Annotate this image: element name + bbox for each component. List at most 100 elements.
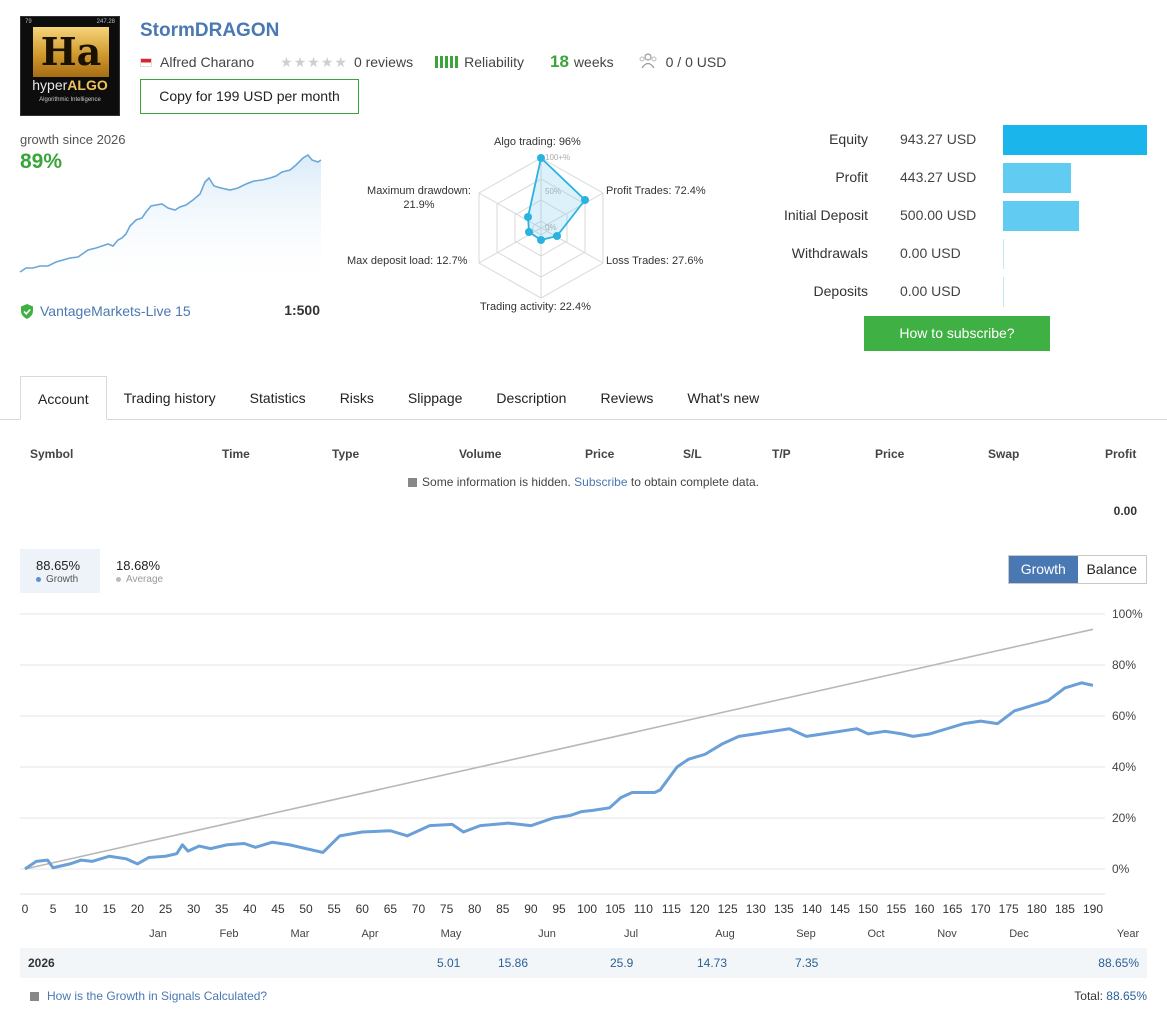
x-tick-label: 15 bbox=[103, 902, 117, 916]
legend-average-label: Average bbox=[126, 574, 164, 585]
tab-account[interactable]: Account bbox=[20, 376, 107, 420]
legend-average[interactable]: 18.68% Average bbox=[100, 549, 190, 593]
x-tick-label: 165 bbox=[942, 902, 962, 916]
tab-statistics[interactable]: Statistics bbox=[249, 390, 306, 406]
how-to-subscribe-button[interactable]: How to subscribe? bbox=[864, 316, 1050, 351]
col-header-volume[interactable]: Volume bbox=[459, 447, 502, 461]
radar-label-algo: Algo trading: 96% bbox=[494, 136, 581, 148]
month-label: Mar bbox=[291, 928, 310, 940]
col-header-time[interactable]: Time bbox=[222, 447, 250, 461]
col-header-profit[interactable]: Profit bbox=[1105, 447, 1137, 461]
signal-title[interactable]: StormDRAGON bbox=[140, 20, 280, 41]
stat-row-equity: Equity 943.27 USD bbox=[760, 125, 1160, 155]
year-value-may: 5.01 bbox=[437, 956, 461, 970]
average-trend-line bbox=[24, 628, 1094, 870]
tab-trading-history[interactable]: Trading history bbox=[123, 390, 216, 406]
y-tick-label: 40% bbox=[1112, 760, 1136, 774]
rating-stars-icon: ★★★★★ bbox=[280, 53, 348, 70]
balance-toggle-button[interactable]: Balance bbox=[1077, 556, 1146, 583]
stat-bar bbox=[1003, 277, 1004, 307]
stat-bar bbox=[1003, 163, 1071, 193]
tab-risks[interactable]: Risks bbox=[339, 390, 374, 406]
radar-point-profit bbox=[581, 196, 589, 204]
year-value-jul: 25.9 bbox=[610, 956, 634, 970]
broker-label[interactable]: VantageMarkets-Live 15 bbox=[40, 303, 191, 319]
col-header-price-close[interactable]: Price bbox=[875, 447, 905, 461]
weeks-count: 18 bbox=[550, 52, 569, 71]
year-value-jun: 15.86 bbox=[498, 956, 529, 970]
subscribers-icon bbox=[638, 52, 658, 72]
month-label: Dec bbox=[1009, 928, 1029, 940]
month-label: Year bbox=[1117, 928, 1140, 940]
help-icon bbox=[30, 991, 39, 1001]
mini-growth-line bbox=[19, 153, 322, 273]
growth-calculation-link[interactable]: How is the Growth in Signals Calculated? bbox=[30, 989, 267, 1003]
radar-scale-outer: 100+% bbox=[545, 153, 570, 162]
tab-slippage[interactable]: Slippage bbox=[407, 390, 463, 406]
stat-row-initial-deposit: Initial Deposit 500.00 USD bbox=[760, 201, 1160, 231]
month-label: Sep bbox=[796, 928, 816, 940]
stat-label: Profit bbox=[835, 169, 868, 185]
stat-label: Equity bbox=[829, 131, 868, 147]
growth-since-value: 89% bbox=[20, 150, 63, 173]
x-tick-label: 130 bbox=[746, 902, 766, 916]
legend-growth-label: Growth bbox=[46, 574, 79, 585]
radar-label-drawdown: Maximum drawdown: 21.9% bbox=[367, 185, 471, 211]
stat-row-withdrawals: Withdrawals 0.00 USD bbox=[760, 239, 1160, 269]
broker-server[interactable]: VantageMarkets-Live 15 bbox=[20, 302, 191, 320]
subscribe-link[interactable]: Subscribe bbox=[574, 475, 628, 489]
col-header-sl[interactable]: S/L bbox=[683, 447, 702, 461]
x-tick-label: 45 bbox=[271, 902, 285, 916]
signal-logo: 79 247.28 Ha hyperALGO Algorithmic Intel… bbox=[20, 16, 120, 116]
tab-description[interactable]: Description bbox=[496, 390, 567, 406]
year-value-sep: 7.35 bbox=[795, 956, 819, 970]
col-header-symbol[interactable]: Symbol bbox=[30, 447, 74, 461]
logo-monogram: Ha bbox=[33, 27, 109, 77]
x-tick-label: 105 bbox=[605, 902, 625, 916]
x-tick-label: 115 bbox=[662, 902, 681, 916]
tabs-divider bbox=[0, 419, 1167, 420]
x-tick-label: 50 bbox=[299, 902, 313, 916]
radar-label-activity: Trading activity: 22.4% bbox=[480, 301, 591, 313]
stat-value: 500.00 USD bbox=[900, 207, 977, 223]
copy-subscribe-button[interactable]: Copy for 199 USD per month bbox=[140, 79, 359, 114]
col-header-tp[interactable]: T/P bbox=[772, 447, 791, 461]
month-label: Jan bbox=[149, 928, 167, 940]
month-label: Feb bbox=[220, 928, 239, 940]
x-tick-label: 170 bbox=[971, 902, 991, 916]
radar-point-drawdown bbox=[524, 213, 532, 221]
stat-label: Withdrawals bbox=[791, 245, 868, 261]
stat-value: 943.27 USD bbox=[900, 131, 977, 147]
radar-point-deposit-load bbox=[525, 228, 533, 236]
x-tick-label: 80 bbox=[468, 902, 482, 916]
logo-corner-right: 247.28 bbox=[96, 19, 115, 25]
legend-growth[interactable]: 88.65% Growth bbox=[20, 549, 100, 593]
reviews-count[interactable]: 0 reviews bbox=[353, 54, 414, 70]
average-dot-icon bbox=[116, 577, 121, 582]
legend-average-value: 18.68% bbox=[116, 558, 161, 573]
stat-label: Initial Deposit bbox=[783, 207, 868, 223]
month-label: Jun bbox=[538, 928, 556, 940]
author-name[interactable]: Alfred Charano bbox=[160, 54, 255, 70]
year-label: 2026 bbox=[28, 956, 55, 970]
subscribers-value: 0 / 0 USD bbox=[665, 54, 727, 70]
col-header-type[interactable]: Type bbox=[332, 447, 360, 461]
growth-toggle-button[interactable]: Growth bbox=[1009, 556, 1078, 583]
x-tick-label: 120 bbox=[690, 902, 710, 916]
stat-value: 0.00 USD bbox=[900, 245, 961, 261]
month-label: May bbox=[441, 928, 462, 940]
flag-icon bbox=[140, 57, 152, 67]
tab-whats-new[interactable]: What's new bbox=[687, 390, 760, 406]
y-tick-label: 100% bbox=[1112, 607, 1143, 621]
col-header-swap[interactable]: Swap bbox=[988, 447, 1020, 461]
stat-row-deposits: Deposits 0.00 USD bbox=[760, 277, 1160, 307]
x-tick-label: 180 bbox=[1027, 902, 1047, 916]
y-tick-label: 20% bbox=[1112, 811, 1136, 825]
x-tick-label: 155 bbox=[886, 902, 906, 916]
radar-chart: 100+% 50% 0% Algo trading: 96% Profit Tr… bbox=[330, 126, 730, 326]
x-tick-label: 95 bbox=[552, 902, 566, 916]
tab-reviews[interactable]: Reviews bbox=[600, 390, 654, 406]
col-header-price-open[interactable]: Price bbox=[585, 447, 615, 461]
mini-growth-area bbox=[20, 155, 321, 280]
stat-bar bbox=[1003, 125, 1147, 155]
